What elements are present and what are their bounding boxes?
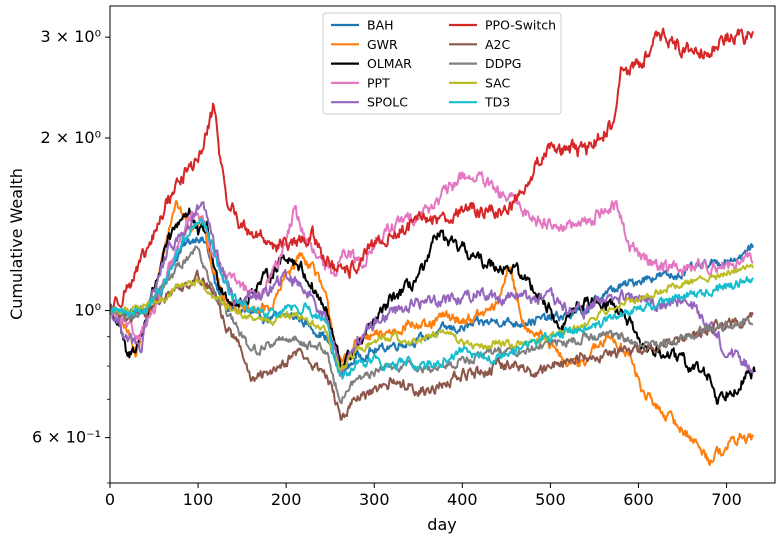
x-tick-label: 100 <box>183 490 214 509</box>
y-tick-label: 3 × 10⁰ <box>40 27 101 46</box>
y-axis-title: Cumulative Wealth <box>7 168 26 320</box>
legend-label: DDPG <box>485 56 521 71</box>
legend-label: GWR <box>367 37 398 52</box>
series-layer <box>110 27 756 466</box>
series-line-spolc <box>110 201 754 377</box>
x-tick-label: 0 <box>105 490 115 509</box>
x-tick-label: 300 <box>359 490 390 509</box>
legend-label: SAC <box>485 75 510 90</box>
y-tick-label: 10⁰ <box>74 301 101 320</box>
series-line-ppo-switch <box>110 27 754 313</box>
x-tick-label: 400 <box>447 490 478 509</box>
legend-label: SPOLC <box>367 95 408 110</box>
legend-label: TD3 <box>484 95 510 110</box>
legend-label: A2C <box>485 37 511 52</box>
y-axis: 6 × 10⁻¹ 10⁰ 2 × 10⁰ 3 × 10⁰ <box>32 27 110 484</box>
x-tick-label: 600 <box>623 490 654 509</box>
legend-label: PPT <box>367 75 390 90</box>
legend-label: BAH <box>367 18 394 33</box>
x-tick-label: 500 <box>535 490 566 509</box>
y-tick-label: 2 × 10⁰ <box>40 128 101 147</box>
series-line-td3 <box>110 217 754 380</box>
y-tick-label: 6 × 10⁻¹ <box>32 428 101 447</box>
x-axis: 0 100 200 300 400 500 600 700 <box>105 483 742 509</box>
legend-label: PPO-Switch <box>485 18 556 33</box>
plot-frame <box>109 5 776 484</box>
legend-box <box>322 12 562 115</box>
series-line-sac <box>110 264 754 372</box>
x-axis-title: day <box>427 515 456 534</box>
legend-label: OLMAR <box>367 56 412 71</box>
legend: BAH GWR OLMAR PPT SPOLC PPO-Switch A2C DDPG SAC T… <box>322 12 562 115</box>
x-tick-label: 200 <box>271 490 302 509</box>
x-tick-label: 700 <box>711 490 742 509</box>
